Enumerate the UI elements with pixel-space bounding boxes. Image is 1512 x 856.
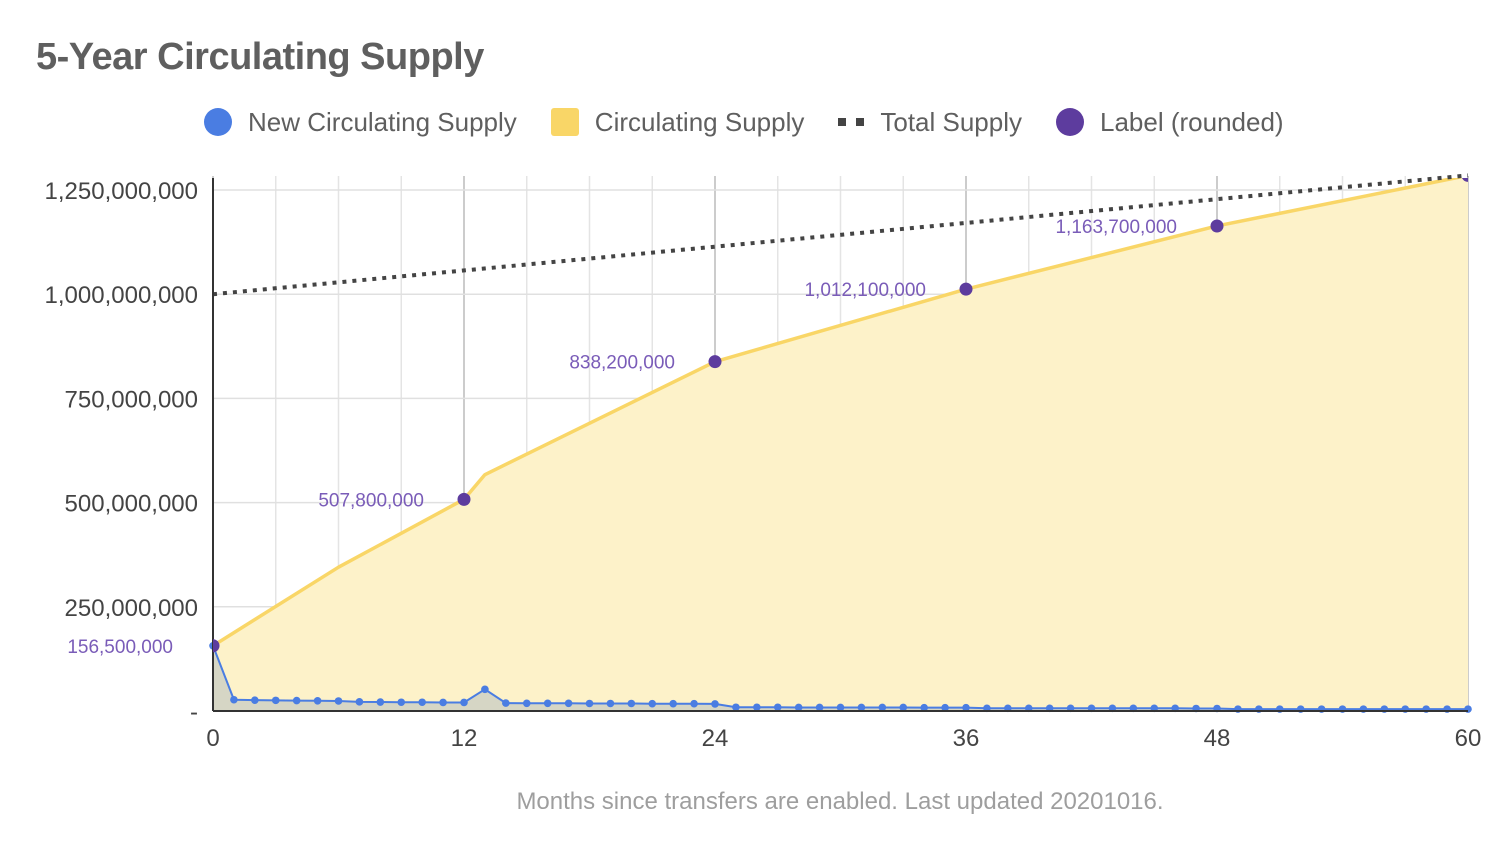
legend-label: New Circulating Supply: [248, 106, 517, 137]
x-tick-label: 48: [1204, 725, 1231, 752]
new-supply-point: [355, 698, 364, 706]
legend-item-new-circulating-supply[interactable]: New Circulating Supply: [204, 107, 517, 138]
legend-item-total-supply[interactable]: Total Supply: [838, 107, 1022, 138]
label-point: [708, 355, 722, 369]
new-supply-point: [313, 696, 322, 705]
new-supply-point: [543, 699, 552, 708]
legend-swatch-yellow-square: [550, 108, 579, 136]
y-tick-label: 500,000,000: [65, 491, 198, 518]
new-supply-point: [836, 703, 845, 712]
circulating-supply-area: [213, 178, 1468, 711]
new-supply-point: [292, 696, 301, 705]
y-tick-label: -: [190, 699, 198, 726]
legend-label: Circulating Supply: [594, 106, 805, 137]
new-supply-point: [271, 696, 280, 705]
new-supply-point: [648, 699, 657, 708]
new-supply-point: [920, 703, 928, 712]
new-supply-point: [439, 698, 447, 707]
legend-item-label-rounded[interactable]: Label (rounded): [1056, 107, 1284, 138]
new-supply-point: [522, 699, 531, 708]
new-supply-point: [941, 703, 949, 712]
label-point: [457, 492, 471, 506]
y-tick-label: 250,000,000: [65, 595, 198, 622]
x-axis-caption: Months since transfers are enabled. Last…: [516, 788, 1164, 815]
new-supply-point: [376, 698, 385, 706]
legend-swatch-purple-circle: [1056, 108, 1085, 136]
data-label: 507,800,000: [318, 490, 424, 511]
legend-item-circulating-supply[interactable]: Circulating Supply: [550, 106, 805, 138]
new-supply-point: [564, 699, 573, 708]
data-label: 1,012,100,000: [804, 280, 926, 301]
new-supply-point: [502, 699, 510, 707]
data-label: 1,163,700,000: [1055, 217, 1177, 238]
new-supply-point: [251, 696, 259, 704]
x-tick-label: 12: [451, 725, 478, 752]
new-supply-point: [794, 703, 803, 712]
x-tick-label: 36: [953, 725, 980, 752]
new-supply-point: [878, 703, 887, 712]
new-supply-point: [606, 699, 615, 708]
y-tick-label: 1,000,000,000: [45, 282, 198, 309]
new-supply-point: [585, 699, 594, 708]
label-point: [213, 639, 220, 653]
new-supply-point: [711, 700, 719, 708]
legend-label: Label (rounded): [1100, 106, 1284, 137]
new-supply-point: [418, 698, 426, 707]
y-tick-label: 750,000,000: [65, 386, 198, 413]
new-supply-point: [230, 695, 238, 704]
new-supply-point: [334, 697, 343, 705]
new-supply-point: [753, 703, 761, 712]
x-tick-label: 60: [1455, 725, 1482, 752]
label-point: [1210, 219, 1224, 233]
label-point: [1462, 178, 1468, 182]
y-tick-label: 1,250,000,000: [45, 178, 198, 205]
legend-swatch-dotted-line: [838, 118, 865, 126]
new-supply-point: [460, 698, 468, 707]
chart-title: 5-Year Circulating Supply: [36, 36, 484, 78]
new-supply-point: [627, 699, 636, 708]
new-supply-point: [773, 703, 782, 712]
data-label: 838,200,000: [569, 353, 675, 374]
x-tick-label: 0: [206, 725, 219, 752]
new-supply-point: [857, 703, 866, 712]
new-supply-point: [690, 699, 698, 708]
legend-label: Total Supply: [880, 106, 1023, 137]
x-tick-label: 24: [702, 725, 729, 752]
legend: New Circulating Supply Circulating Suppl…: [204, 104, 1318, 140]
total-supply-line: [212, 173, 1469, 297]
label-point: [959, 282, 973, 296]
new-supply-point: [397, 698, 406, 707]
data-label: 156,500,000: [67, 637, 173, 658]
new-supply-point: [669, 699, 677, 708]
circulating-supply-line: [213, 178, 1465, 648]
new-supply-point: [815, 703, 824, 712]
new-supply-point: [899, 703, 908, 712]
new-supply-point: [732, 703, 740, 712]
new-supply-point: [962, 703, 970, 712]
legend-swatch-blue-circle: [204, 108, 232, 136]
new-supply-point: [481, 685, 489, 694]
